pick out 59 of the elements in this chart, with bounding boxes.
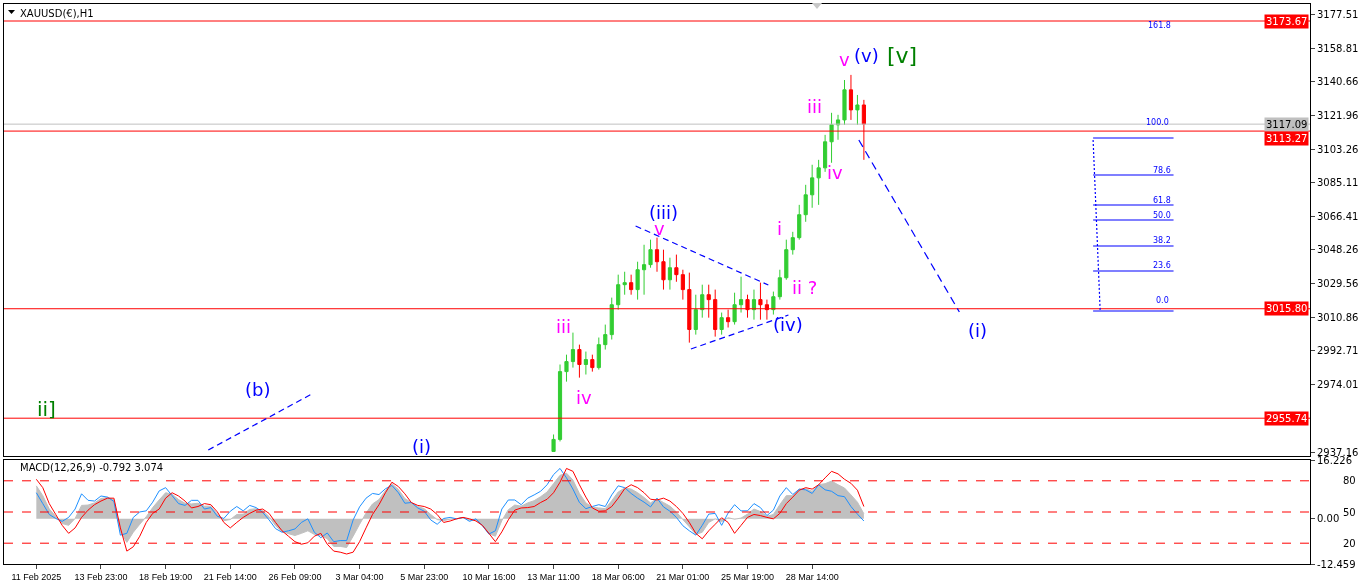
y2-tick-label: 20 (1343, 537, 1356, 549)
y-tick-label: 3177.51 (1317, 8, 1359, 20)
ref-line-label: 3015.80 (1266, 303, 1308, 314)
y-tick-label: 3158.81 (1317, 42, 1359, 54)
x-tick-label: 21 Mar 01:00 (656, 571, 710, 582)
annotation: [v] (887, 43, 918, 68)
annotation: 0.0 (1156, 296, 1169, 305)
x-tick-label: 18 Feb 19:00 (139, 571, 193, 582)
x-tick-label: 26 Feb 09:00 (268, 571, 322, 582)
ref-line-label: 2955.74 (1266, 413, 1308, 424)
annotation: iii (556, 316, 572, 337)
annotation: 78.6 (1153, 166, 1171, 175)
annotation: (b) (245, 379, 271, 400)
y-tick-label: 3048.26 (1317, 244, 1359, 256)
x-tick-label: 13 Feb 23:00 (74, 571, 128, 582)
annotation: 23.6 (1153, 261, 1171, 270)
annotation: iv (827, 162, 843, 183)
annotation: 61.8 (1153, 196, 1171, 205)
y-tick-label: 3066.41 (1317, 210, 1359, 222)
annotation: 100.0 (1146, 118, 1169, 127)
annotation: (v) (854, 45, 879, 66)
y-tick-label: 0.00 (1317, 513, 1340, 525)
y-tick-label: 2974.01 (1317, 379, 1359, 391)
x-tick-label: 13 Mar 11:00 (527, 571, 580, 582)
annotation: ii ? (792, 277, 818, 298)
x-tick-label: 25 Mar 19:00 (720, 571, 775, 582)
y-tick-label: 3029.56 (1317, 278, 1359, 290)
y-tick-label: 2992.71 (1317, 345, 1359, 357)
x-tick-label: 10 Mar 16:00 (462, 571, 516, 582)
y2-tick-label: 80 (1343, 475, 1356, 487)
y-tick-label: 3103.26 (1317, 143, 1359, 155)
ref-line-label: 3173.67 (1266, 16, 1308, 27)
ref-line-label: 3113.27 (1266, 133, 1308, 144)
x-tick-label: 11 Feb 2025 (11, 571, 62, 582)
annotation: iii (807, 96, 823, 117)
x-tick-label: 18 Mar 06:00 (591, 571, 645, 582)
y-tick-label: 3140.66 (1317, 75, 1359, 87)
annotation: (i) (412, 436, 432, 457)
ref-line-label: 3117.09 (1266, 119, 1308, 130)
annotation: (iv) (773, 314, 803, 335)
x-tick-label: 3 Mar 04:00 (335, 571, 384, 582)
annotation: 161.8 (1148, 21, 1171, 30)
x-tick-label: 21 Feb 14:00 (203, 571, 257, 582)
annotation: ii] (37, 397, 56, 421)
chart-title: MACD(12,26,9) -0.792 3.074 (20, 461, 164, 473)
annotation: i (777, 218, 783, 239)
annotation: 38.2 (1153, 236, 1171, 245)
y-tick-label: 3121.96 (1317, 109, 1359, 121)
y-tick-label: 3085.11 (1317, 176, 1359, 188)
annotation: iv (576, 387, 592, 408)
annotation: v (839, 49, 850, 70)
x-tick-label: 5 Mar 23:00 (400, 571, 449, 582)
x-tick-label: 28 Mar 14:00 (785, 571, 839, 582)
chart-title: XAUUSD(€),H1 (20, 7, 94, 19)
y2-tick-label: 50 (1343, 506, 1356, 518)
annotation: (i) (968, 320, 988, 341)
y-tick-label: 3010.86 (1317, 312, 1359, 324)
annotation: 50.0 (1153, 211, 1171, 220)
y-tick-label: -12.459 (1317, 558, 1356, 570)
